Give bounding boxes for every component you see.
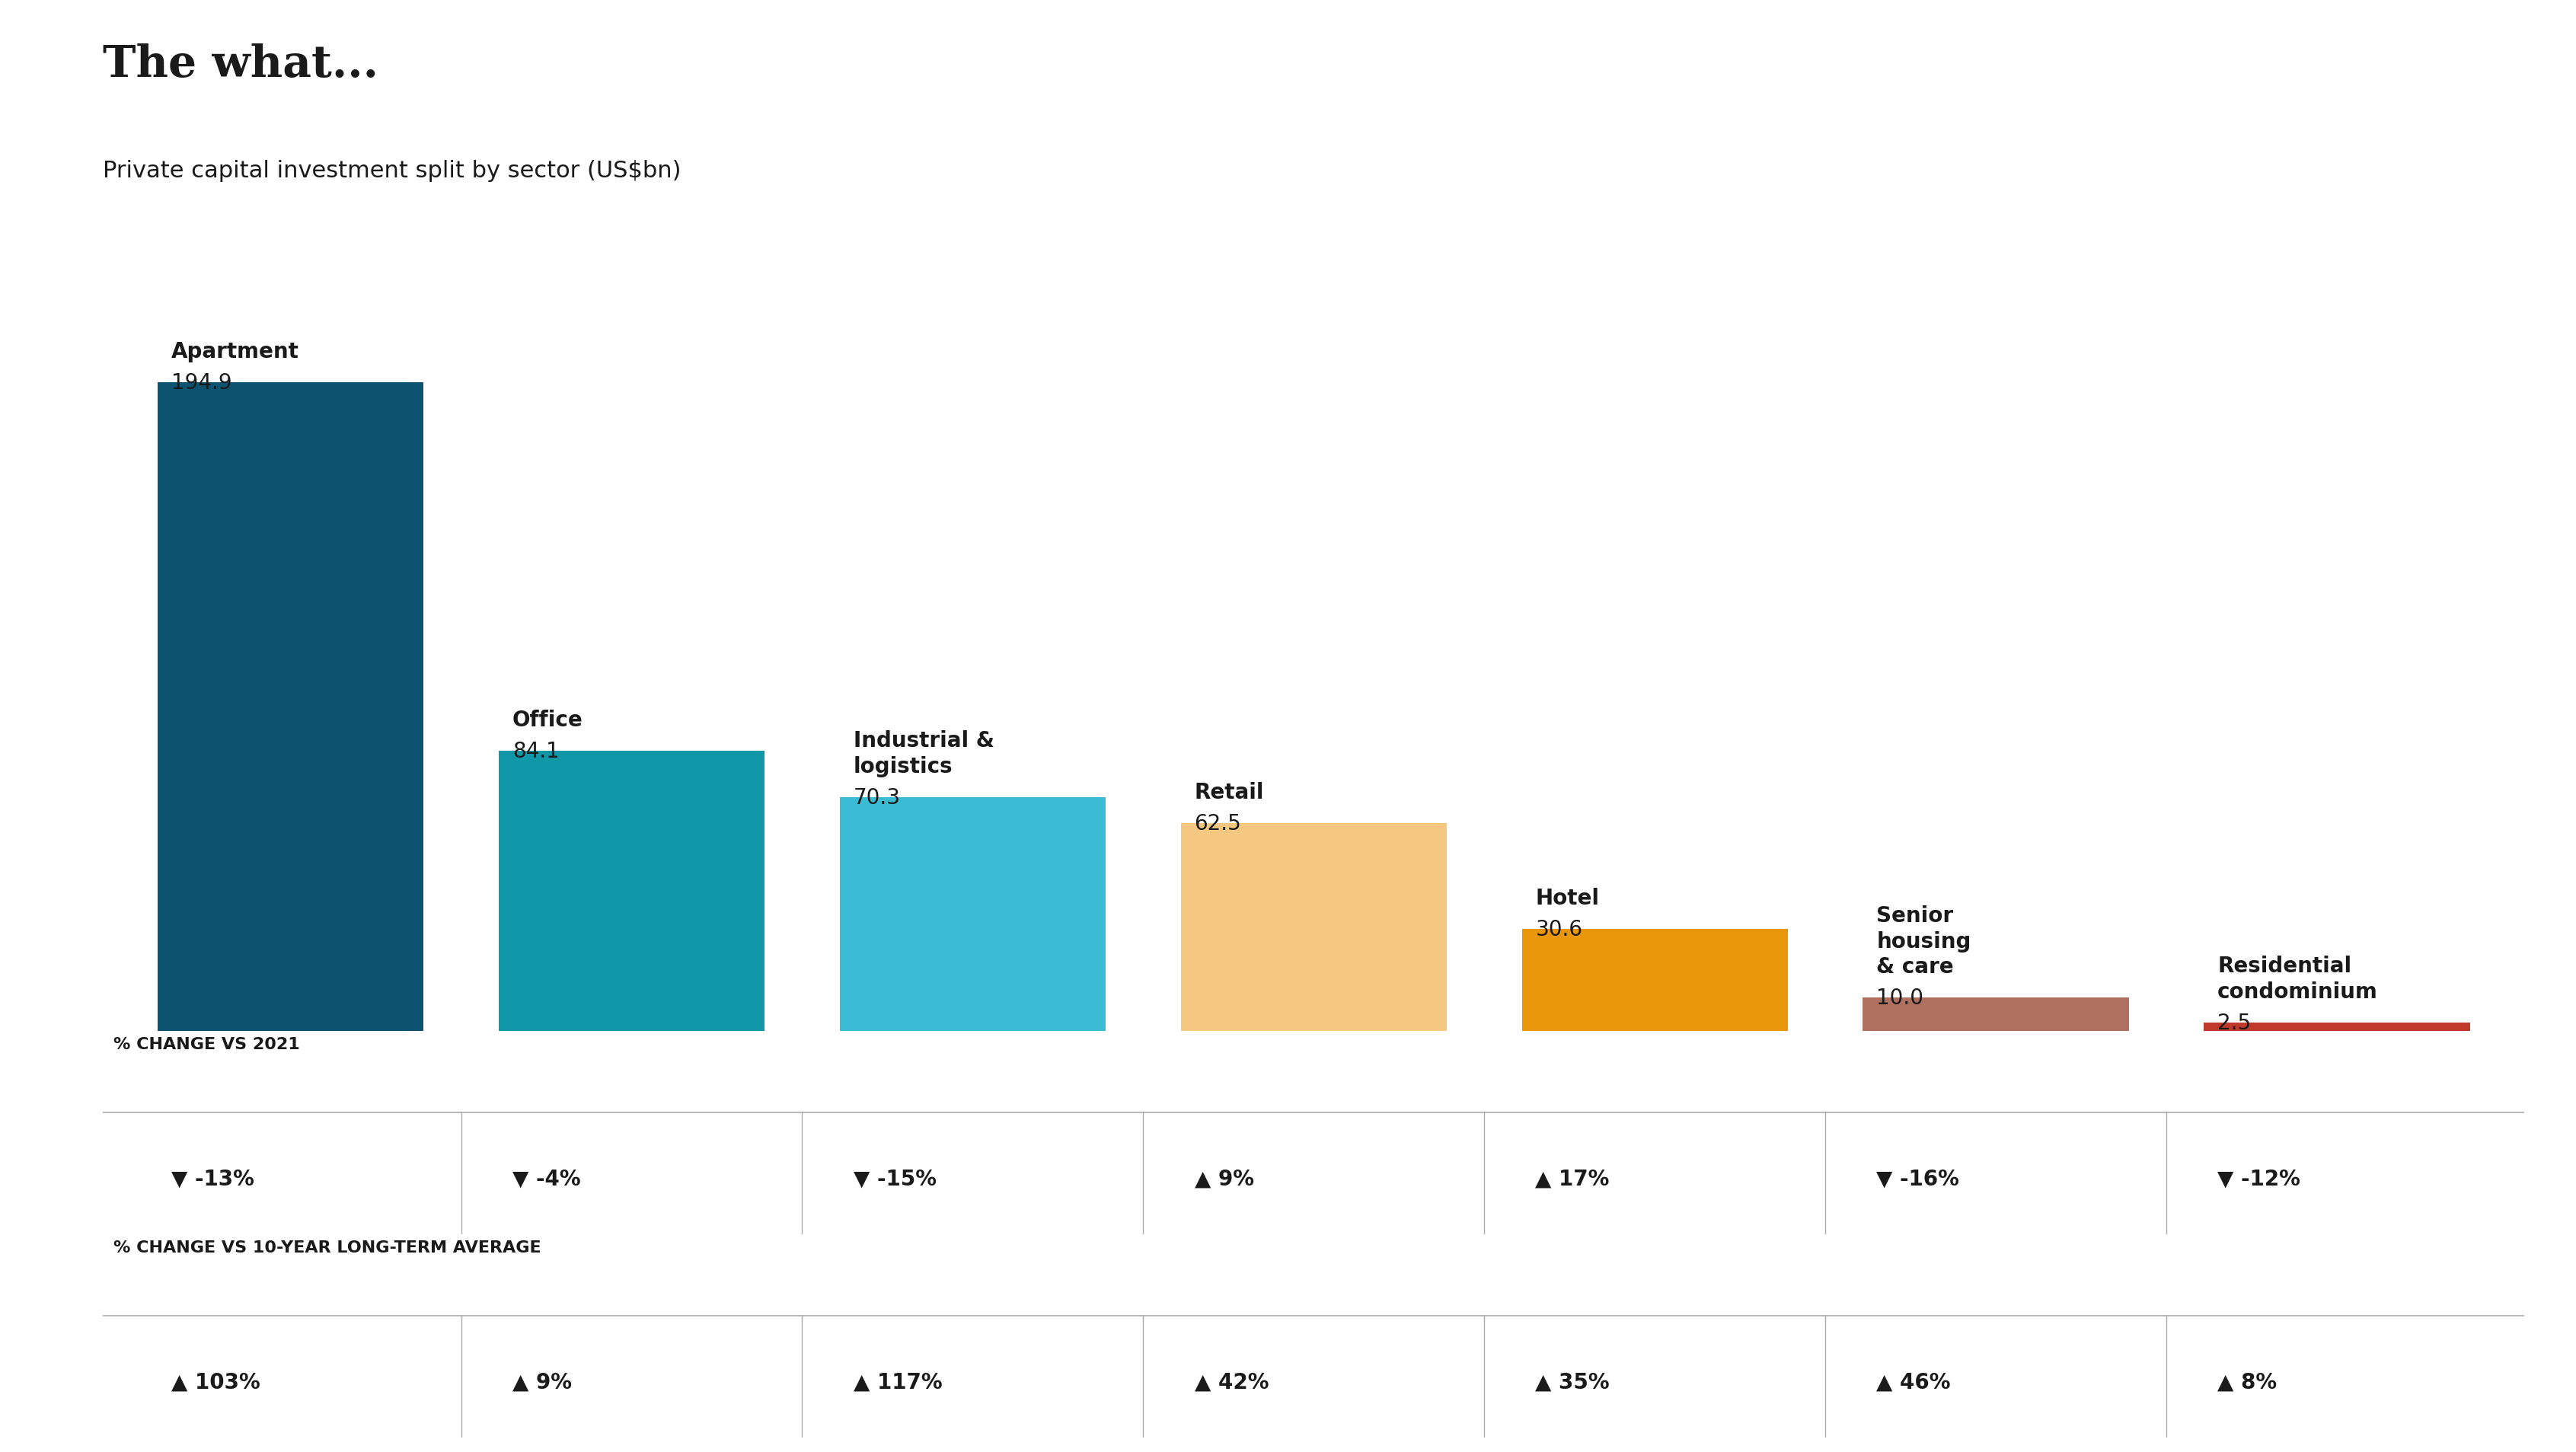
- Text: 10.0: 10.0: [1875, 987, 1924, 1009]
- Text: The what...: The what...: [103, 44, 379, 86]
- Bar: [1522, 929, 1788, 1031]
- Text: ▲ 8%: ▲ 8%: [2218, 1372, 2277, 1394]
- Text: ▼ -13%: ▼ -13%: [170, 1169, 255, 1191]
- Text: ▲ 35%: ▲ 35%: [1535, 1372, 1610, 1394]
- Text: % CHANGE VS 10-YEAR LONG-TERM AVERAGE: % CHANGE VS 10-YEAR LONG-TERM AVERAGE: [113, 1240, 541, 1256]
- Bar: [2205, 1022, 2470, 1031]
- Bar: [157, 382, 422, 1031]
- Text: Senior
housing
& care: Senior housing & care: [1875, 906, 1971, 977]
- Text: ▲ 42%: ▲ 42%: [1195, 1372, 1267, 1394]
- Text: 194.9: 194.9: [170, 372, 232, 393]
- Text: 84.1: 84.1: [513, 741, 559, 762]
- Text: ▲ 17%: ▲ 17%: [1535, 1169, 1610, 1191]
- Text: ▲ 9%: ▲ 9%: [1195, 1169, 1255, 1191]
- Text: 2.5: 2.5: [2218, 1012, 2251, 1034]
- Bar: [840, 797, 1105, 1031]
- Text: ▼ -15%: ▼ -15%: [853, 1169, 935, 1191]
- Text: ▲ 117%: ▲ 117%: [853, 1372, 943, 1394]
- Text: ▲ 46%: ▲ 46%: [1875, 1372, 1950, 1394]
- Text: ▲ 103%: ▲ 103%: [170, 1372, 260, 1394]
- Text: 30.6: 30.6: [1535, 919, 1582, 941]
- Bar: [1180, 823, 1448, 1031]
- Text: ▼ -4%: ▼ -4%: [513, 1169, 580, 1191]
- Bar: [1862, 998, 2128, 1031]
- Text: Retail: Retail: [1195, 781, 1265, 803]
- Text: ▼ -12%: ▼ -12%: [2218, 1169, 2300, 1191]
- Text: Industrial &
logistics: Industrial & logistics: [853, 730, 994, 777]
- Text: 70.3: 70.3: [853, 787, 902, 809]
- Text: 62.5: 62.5: [1195, 813, 1242, 835]
- Text: ▼ -16%: ▼ -16%: [1875, 1169, 1960, 1191]
- Bar: [500, 751, 765, 1031]
- Text: Apartment: Apartment: [170, 341, 299, 363]
- Text: Private capital investment split by sector (US$bn): Private capital investment split by sect…: [103, 160, 683, 182]
- Text: Office: Office: [513, 710, 582, 732]
- Text: % CHANGE VS 2021: % CHANGE VS 2021: [113, 1037, 299, 1053]
- Text: ▲ 9%: ▲ 9%: [513, 1372, 572, 1394]
- Text: Hotel: Hotel: [1535, 887, 1600, 909]
- Text: Residential
condominium: Residential condominium: [2218, 955, 2378, 1003]
